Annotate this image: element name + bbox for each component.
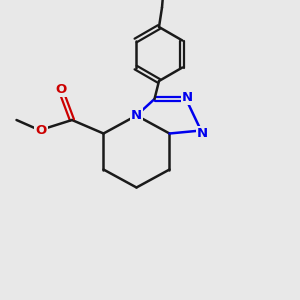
Text: N: N — [182, 91, 193, 104]
Text: O: O — [56, 83, 67, 96]
Text: N: N — [197, 127, 208, 140]
Text: O: O — [35, 124, 47, 137]
Text: N: N — [131, 109, 142, 122]
